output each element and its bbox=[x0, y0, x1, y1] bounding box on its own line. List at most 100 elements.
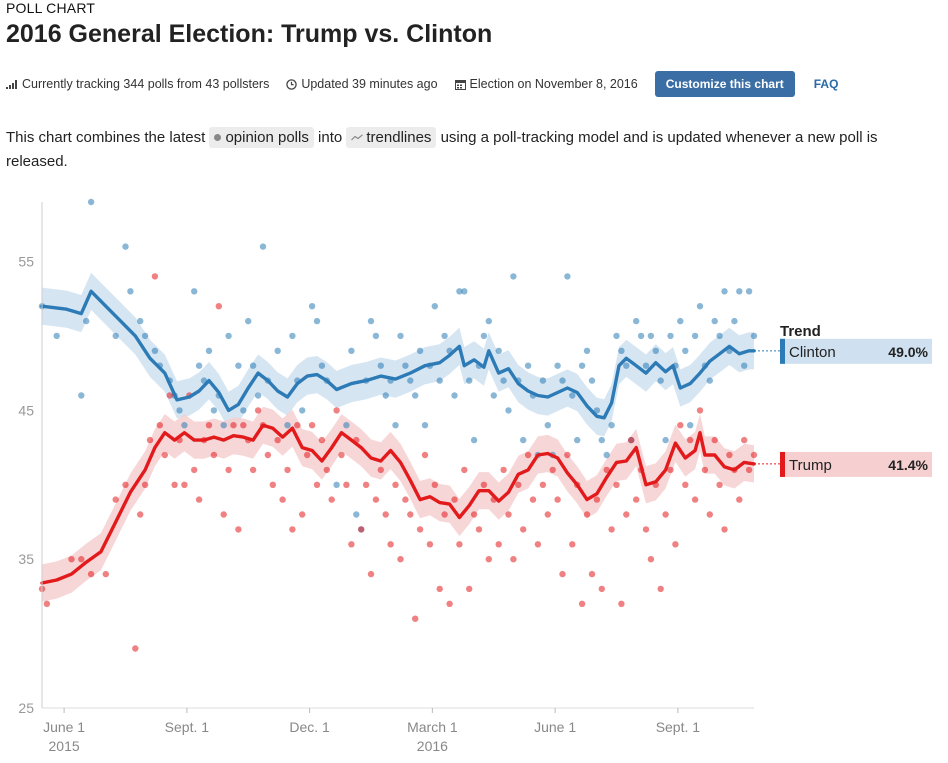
trump-poll-point[interactable] bbox=[446, 600, 453, 607]
trump-poll-point[interactable] bbox=[539, 481, 547, 488]
trump-poll-point[interactable] bbox=[264, 451, 272, 459]
trump-poll-point[interactable] bbox=[569, 541, 576, 548]
clinton-poll-point[interactable] bbox=[520, 436, 527, 444]
trump-poll-point[interactable] bbox=[141, 481, 149, 488]
clinton-poll-point[interactable] bbox=[608, 422, 615, 429]
trump-poll-point[interactable] bbox=[564, 451, 571, 459]
trump-poll-point[interactable] bbox=[333, 407, 340, 414]
trump-poll-point[interactable] bbox=[318, 436, 326, 444]
trump-poll-point[interactable] bbox=[559, 570, 566, 578]
trump-poll-point[interactable] bbox=[721, 526, 728, 533]
trump-poll-point[interactable] bbox=[210, 451, 218, 459]
clinton-poll-point[interactable] bbox=[554, 362, 561, 369]
trump-poll-point[interactable] bbox=[382, 511, 389, 518]
clinton-poll-point[interactable] bbox=[436, 377, 443, 384]
clinton-poll-point[interactable] bbox=[382, 392, 389, 399]
clinton-poll-point[interactable] bbox=[87, 198, 95, 206]
trump-poll-point[interactable] bbox=[441, 511, 448, 518]
trump-poll-point[interactable] bbox=[122, 481, 129, 488]
clinton-poll-point[interactable] bbox=[127, 288, 134, 295]
trump-poll-point[interactable] bbox=[43, 600, 51, 607]
clinton-poll-point[interactable] bbox=[574, 436, 581, 444]
clinton-poll-point[interactable] bbox=[642, 362, 650, 369]
trump-poll-point[interactable] bbox=[711, 436, 718, 444]
clinton-trend-line[interactable] bbox=[40, 289, 756, 420]
clinton-poll-point[interactable] bbox=[564, 273, 571, 280]
trump-poll-point[interactable] bbox=[323, 466, 330, 474]
trump-poll-point[interactable] bbox=[642, 526, 650, 533]
clinton-poll-point[interactable] bbox=[274, 347, 281, 354]
clinton-poll-point[interactable] bbox=[613, 332, 620, 340]
trump-poll-point[interactable] bbox=[706, 511, 713, 518]
trump-poll-point[interactable] bbox=[132, 645, 139, 652]
trump-poll-point[interactable] bbox=[166, 392, 173, 399]
trump-poll-point[interactable] bbox=[205, 422, 213, 429]
clinton-poll-point[interactable] bbox=[657, 377, 664, 384]
clinton-poll-point[interactable] bbox=[407, 377, 414, 384]
trump-poll-point[interactable] bbox=[520, 526, 527, 533]
clinton-poll-point[interactable] bbox=[53, 332, 60, 340]
clinton-poll-point[interactable] bbox=[745, 288, 753, 295]
clinton-poll-point[interactable] bbox=[392, 422, 399, 429]
trump-poll-point[interactable] bbox=[544, 511, 551, 518]
clinton-poll-point[interactable] bbox=[225, 332, 232, 340]
clinton-poll-point[interactable] bbox=[618, 347, 625, 354]
trump-poll-point[interactable] bbox=[235, 526, 242, 533]
trump-poll-point[interactable] bbox=[588, 570, 596, 578]
trump-poll-point[interactable] bbox=[745, 466, 753, 474]
trump-poll-point[interactable] bbox=[662, 511, 669, 518]
trump-poll-point[interactable] bbox=[191, 466, 198, 474]
clinton-poll-point[interactable] bbox=[451, 392, 458, 399]
clinton-poll-point[interactable] bbox=[191, 288, 198, 295]
trump-poll-point[interactable] bbox=[500, 466, 507, 474]
clinton-poll-point[interactable] bbox=[343, 422, 350, 429]
faq-link[interactable]: FAQ bbox=[813, 77, 839, 91]
clinton-poll-point[interactable] bbox=[318, 362, 326, 369]
trump-poll-point[interactable] bbox=[68, 556, 75, 563]
trump-poll-point[interactable] bbox=[156, 422, 163, 429]
trump-poll-point[interactable] bbox=[578, 600, 586, 607]
trump-poll-point[interactable] bbox=[299, 511, 306, 518]
trump-poll-point[interactable] bbox=[377, 466, 384, 474]
clinton-poll-point[interactable] bbox=[412, 392, 419, 399]
trump-poll-point[interactable] bbox=[230, 422, 237, 429]
clinton-poll-point[interactable] bbox=[141, 332, 149, 340]
clinton-poll-point[interactable] bbox=[716, 332, 723, 340]
clinton-poll-point[interactable] bbox=[470, 436, 478, 444]
trump-poll-point[interactable] bbox=[741, 436, 748, 444]
trump-poll-point[interactable] bbox=[279, 496, 286, 503]
trump-poll-point[interactable] bbox=[623, 511, 630, 518]
trump-poll-point[interactable] bbox=[146, 436, 154, 444]
trump-poll-point[interactable] bbox=[426, 541, 434, 548]
trump-poll-point[interactable] bbox=[647, 556, 655, 563]
clinton-legend-box[interactable] bbox=[780, 338, 932, 364]
trump-poll-point[interactable] bbox=[480, 481, 488, 488]
clinton-poll-point[interactable] bbox=[249, 362, 257, 369]
clinton-poll-point[interactable] bbox=[682, 347, 689, 354]
clinton-poll-point[interactable] bbox=[706, 377, 713, 384]
clinton-poll-point[interactable] bbox=[544, 422, 551, 429]
clinton-poll-point[interactable] bbox=[731, 317, 738, 325]
clinton-poll-point[interactable] bbox=[647, 332, 655, 340]
trump-poll-point[interactable] bbox=[593, 496, 601, 503]
trump-poll-point[interactable] bbox=[284, 466, 291, 474]
clinton-poll-point[interactable] bbox=[633, 317, 640, 325]
clinton-poll-point[interactable] bbox=[736, 288, 743, 295]
trump-poll-point[interactable] bbox=[225, 466, 232, 474]
clinton-poll-point[interactable] bbox=[593, 407, 601, 414]
trump-poll-point[interactable] bbox=[436, 585, 443, 593]
clinton-poll-point[interactable] bbox=[687, 422, 694, 429]
trump-poll-point[interactable] bbox=[461, 466, 468, 474]
clinton-poll-point[interactable] bbox=[259, 243, 267, 250]
trump-poll-point[interactable] bbox=[102, 570, 110, 578]
trump-poll-point[interactable] bbox=[112, 496, 119, 503]
clinton-poll-point[interactable] bbox=[750, 332, 758, 340]
trump-poll-point[interactable] bbox=[220, 511, 227, 518]
clinton-poll-point[interactable] bbox=[691, 332, 699, 340]
trump-poll-point[interactable] bbox=[583, 511, 591, 518]
clinton-poll-point[interactable] bbox=[151, 347, 159, 354]
trump-poll-point[interactable] bbox=[529, 496, 537, 503]
trump-poll-point[interactable] bbox=[505, 511, 512, 518]
clinton-poll-point[interactable] bbox=[235, 362, 242, 369]
trump-poll-point[interactable] bbox=[618, 600, 625, 607]
